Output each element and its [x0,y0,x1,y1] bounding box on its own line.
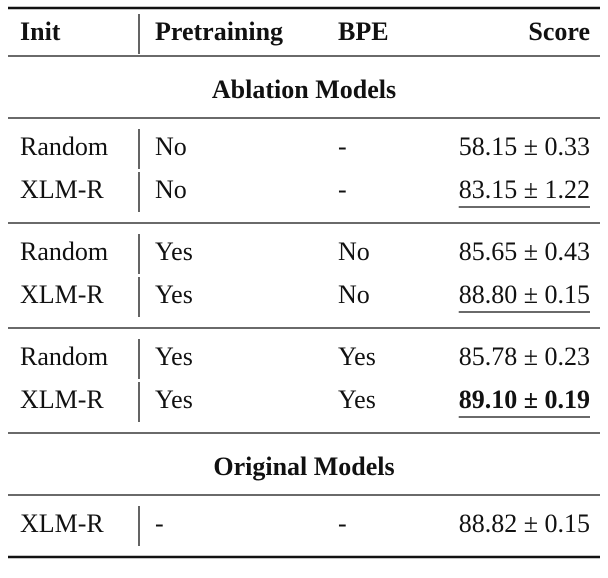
cell: 89.10 ± 0.19 [459,385,590,414]
cell: Random [20,237,108,266]
cell: Yes [338,342,376,371]
cell: Yes [155,237,193,266]
cell: Random [20,132,108,161]
cell: XLM-R [20,175,104,204]
header-cell: BPE [338,17,389,46]
cell: XLM-R [20,509,104,538]
cell: 88.82 ± 0.15 [459,509,590,538]
section-title: Original Models [213,452,394,481]
section-title: Ablation Models [212,75,396,104]
cell: Yes [155,342,193,371]
cell: - [338,175,347,204]
cell: No [338,280,370,309]
cell: - [155,509,164,538]
cell: XLM-R [20,385,104,414]
cell: No [155,132,187,161]
cell: Yes [338,385,376,414]
cell: 85.65 ± 0.43 [459,237,590,266]
cell: - [338,509,347,538]
cell: 58.15 ± 0.33 [459,132,590,161]
cell: Yes [155,385,193,414]
cell: XLM-R [20,280,104,309]
cell: No [155,175,187,204]
cell: 83.15 ± 1.22 [459,175,590,204]
cell: - [338,132,347,161]
header-cell: Score [528,17,590,46]
cell: Yes [155,280,193,309]
cell: 85.78 ± 0.23 [459,342,590,371]
cell: Random [20,342,108,371]
cell: 88.80 ± 0.15 [459,280,590,309]
header-cell: Pretraining [155,17,283,46]
cell: No [338,237,370,266]
header-cell: Init [20,17,61,46]
